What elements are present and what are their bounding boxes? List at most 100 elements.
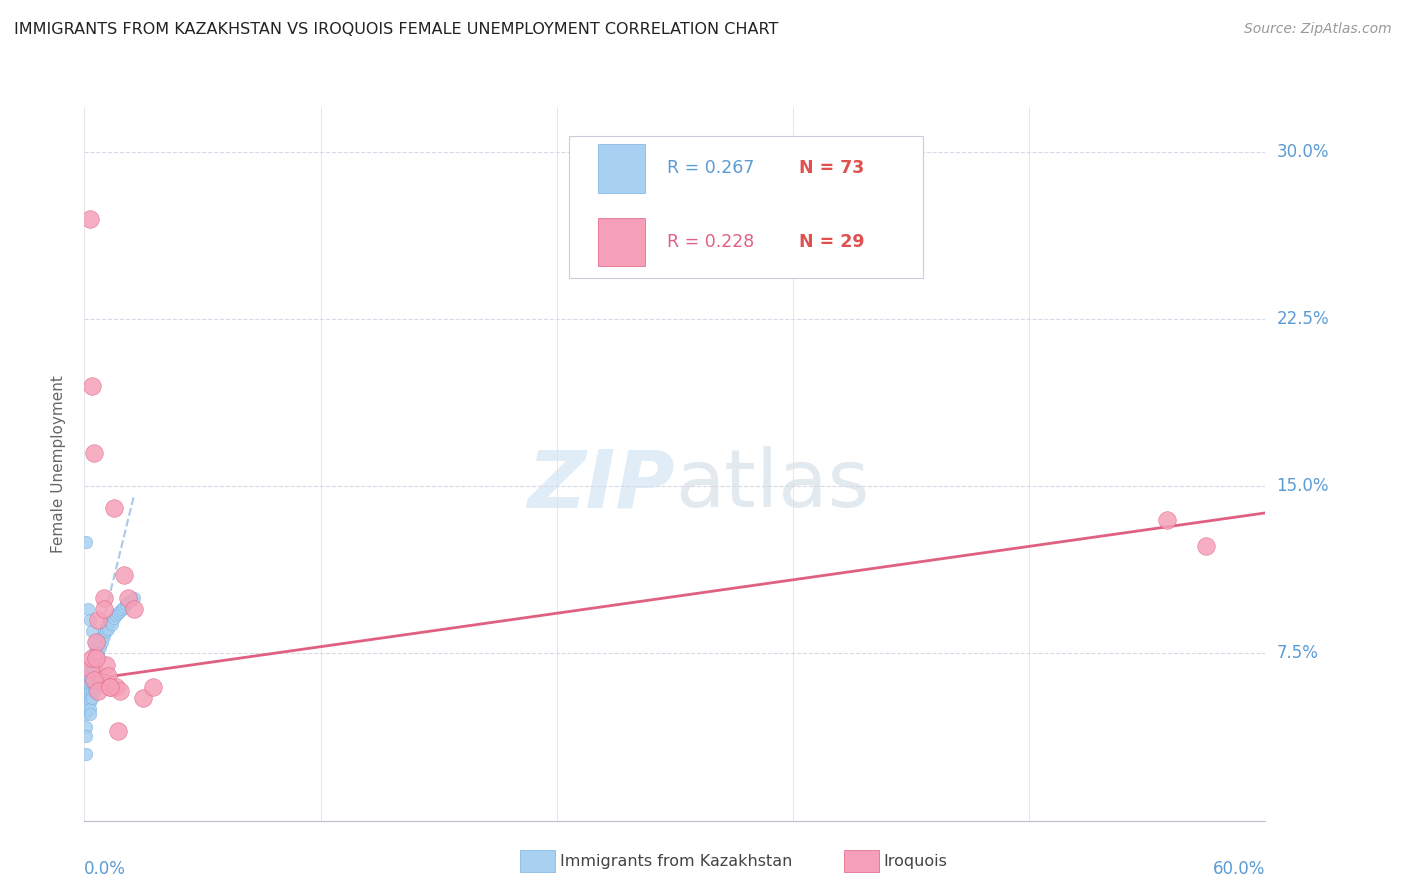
- Point: [84, 640, 107, 654]
- Point: [84, 662, 107, 676]
- Point: [97, 669, 120, 683]
- Point: [103, 610, 125, 624]
- Point: [114, 598, 136, 612]
- Point: [77, 684, 100, 698]
- Point: [79, 673, 101, 687]
- Point: [84, 651, 107, 665]
- Point: [83, 657, 105, 672]
- Point: [94, 624, 117, 639]
- Point: [89, 631, 111, 645]
- Point: [77, 680, 100, 694]
- Point: [89, 669, 111, 683]
- Point: [83, 635, 105, 649]
- Point: [83, 673, 105, 687]
- Point: [75, 706, 97, 721]
- Point: [91, 635, 114, 649]
- Point: [97, 617, 120, 632]
- Point: [83, 445, 105, 460]
- Point: [98, 615, 121, 630]
- Point: [91, 675, 114, 690]
- Point: [79, 684, 101, 698]
- Point: [83, 669, 105, 683]
- Point: [84, 646, 107, 660]
- Point: [79, 662, 101, 676]
- Text: 7.5%: 7.5%: [1277, 644, 1319, 663]
- Point: [117, 591, 139, 605]
- Point: [97, 622, 120, 636]
- Point: [79, 696, 101, 710]
- Point: [82, 669, 104, 683]
- Text: Immigrants from Kazakhstan: Immigrants from Kazakhstan: [560, 855, 792, 869]
- Point: [101, 617, 124, 632]
- Point: [82, 690, 104, 705]
- Point: [98, 680, 121, 694]
- Point: [89, 640, 111, 654]
- Text: ZIP: ZIP: [527, 446, 675, 524]
- Point: [83, 646, 105, 660]
- Point: [79, 662, 101, 676]
- Point: [112, 599, 135, 614]
- Text: Iroquois: Iroquois: [883, 855, 946, 869]
- Text: atlas: atlas: [675, 446, 869, 524]
- Point: [94, 619, 117, 633]
- Point: [77, 702, 100, 716]
- Point: [93, 591, 115, 605]
- Point: [76, 690, 98, 705]
- Point: [75, 729, 97, 743]
- Text: 22.5%: 22.5%: [1277, 310, 1329, 328]
- Point: [79, 706, 101, 721]
- Point: [77, 602, 100, 616]
- Point: [132, 690, 155, 705]
- Point: [84, 646, 107, 660]
- Point: [83, 680, 105, 694]
- Point: [87, 646, 110, 660]
- Point: [83, 684, 105, 698]
- Point: [94, 657, 117, 672]
- Point: [121, 592, 143, 607]
- Text: 15.0%: 15.0%: [1277, 477, 1329, 495]
- FancyBboxPatch shape: [598, 218, 645, 266]
- Point: [91, 628, 114, 642]
- Point: [111, 602, 134, 616]
- Point: [93, 624, 115, 639]
- Point: [122, 591, 145, 605]
- Point: [142, 680, 165, 694]
- Point: [87, 635, 110, 649]
- Point: [104, 608, 127, 623]
- Text: Source: ZipAtlas.com: Source: ZipAtlas.com: [1244, 22, 1392, 37]
- Point: [82, 657, 104, 672]
- Point: [108, 684, 131, 698]
- Point: [82, 624, 104, 639]
- Point: [77, 690, 100, 705]
- Point: [79, 702, 101, 716]
- Point: [82, 684, 104, 698]
- Point: [93, 628, 115, 642]
- Point: [89, 635, 111, 649]
- Point: [82, 651, 104, 665]
- Point: [1195, 539, 1218, 553]
- Y-axis label: Female Unemployment: Female Unemployment: [51, 375, 66, 553]
- Point: [83, 651, 105, 665]
- Point: [104, 680, 127, 694]
- Point: [79, 211, 101, 226]
- Point: [84, 657, 107, 672]
- Point: [83, 662, 105, 676]
- Point: [82, 680, 104, 694]
- Point: [98, 680, 121, 694]
- Point: [101, 613, 124, 627]
- Point: [79, 613, 101, 627]
- Point: [108, 604, 131, 618]
- Point: [79, 669, 101, 683]
- Text: R = 0.228: R = 0.228: [666, 233, 754, 251]
- Point: [122, 602, 145, 616]
- Point: [117, 595, 139, 609]
- Point: [87, 640, 110, 654]
- Point: [87, 684, 110, 698]
- Text: N = 73: N = 73: [799, 160, 865, 178]
- Point: [83, 673, 105, 687]
- Text: 30.0%: 30.0%: [1277, 143, 1329, 161]
- Point: [103, 501, 125, 516]
- Point: [75, 720, 97, 734]
- Point: [82, 662, 104, 676]
- Point: [87, 613, 110, 627]
